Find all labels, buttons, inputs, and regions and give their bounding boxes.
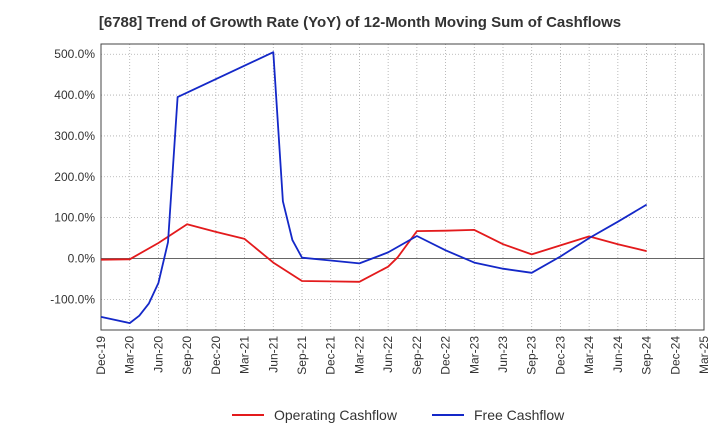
x-tick-label: Sep-21: [295, 336, 309, 375]
x-tick-label: Dec-22: [439, 336, 453, 375]
plot-frame: [100, 43, 705, 331]
x-tick-label: Dec-21: [324, 336, 338, 375]
x-tick-label: Dec-19: [94, 336, 108, 375]
legend-label: Operating Cashflow: [274, 407, 398, 423]
y-tick-label: 200.0%: [54, 170, 95, 184]
y-tick-label: 100.0%: [54, 211, 95, 225]
x-tick-label: Mar-23: [467, 336, 481, 374]
x-tick-label: Sep-20: [180, 336, 194, 375]
legend: Operating Cashflow Free Cashflow: [232, 407, 565, 423]
x-tick-label: Jun-20: [151, 336, 165, 373]
series-layer: [100, 51, 648, 325]
series-line: [100, 51, 648, 325]
x-tick-label: Mar-20: [123, 336, 137, 374]
legend-label: Free Cashflow: [474, 407, 565, 423]
x-tick-label: Jun-22: [381, 336, 395, 373]
y-tick-label: 0.0%: [68, 252, 96, 266]
y-tick-label: -100.0%: [50, 292, 95, 306]
x-tick-label: Jun-24: [611, 336, 625, 373]
series-line: [100, 223, 647, 283]
grid-layer: [100, 44, 705, 330]
x-tick-label: Mar-21: [238, 336, 252, 374]
x-tick-label: Jun-21: [266, 336, 280, 373]
x-tick-label: Sep-22: [410, 336, 424, 375]
x-tick-label: Sep-23: [525, 336, 539, 375]
plot-area: [101, 44, 704, 330]
x-tick-label: Dec-23: [553, 336, 567, 375]
x-tick-label: Dec-24: [668, 336, 682, 375]
axis-layer: 500.0% 400.0% 300.0% 200.0% 100.0% 0.0% -100.0…: [50, 43, 711, 375]
x-tick-label: Dec-20: [209, 336, 223, 375]
y-tick-label: 300.0%: [54, 129, 95, 143]
chart-title: [6788] Trend of Growth Rate (YoY) of 12-…: [98, 14, 622, 31]
x-tick-label: Mar-25: [697, 336, 711, 374]
x-tick-label: Sep-24: [640, 336, 654, 375]
x-tick-label: Mar-22: [352, 336, 366, 374]
x-tick-label: Mar-24: [582, 336, 596, 374]
y-tick-label: 400.0%: [54, 88, 95, 102]
y-tick-label: 500.0%: [54, 47, 95, 61]
x-tick-label: Jun-23: [496, 336, 510, 373]
